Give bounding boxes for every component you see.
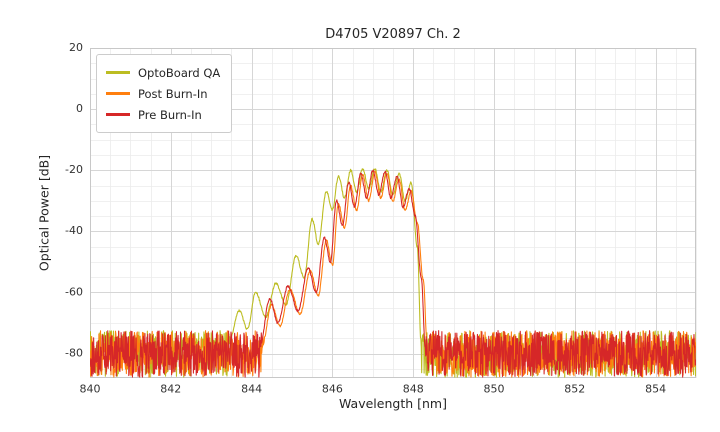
- legend-line-swatch: [106, 113, 130, 116]
- legend: OptoBoard QA Post Burn-In Pre Burn-In: [96, 54, 233, 133]
- y-axis-label: Optical Power [dB]: [36, 154, 52, 272]
- legend-entry-post-burn-in: Post Burn-In: [106, 83, 220, 104]
- chart-title: D4705 V20897 Ch. 2: [325, 27, 461, 42]
- x-axis-label: Wavelength [nm]: [339, 396, 447, 411]
- legend-line-swatch: [106, 92, 130, 95]
- legend-label: OptoBoard QA: [138, 65, 221, 80]
- legend-label: Post Burn-In: [138, 86, 208, 101]
- legend-entry-pre-burn-in: Pre Burn-In: [106, 104, 220, 125]
- legend-line-swatch: [106, 71, 130, 74]
- legend-label: Pre Burn-In: [138, 107, 202, 122]
- legend-entry-optoboard-qa: OptoBoard QA: [106, 62, 220, 83]
